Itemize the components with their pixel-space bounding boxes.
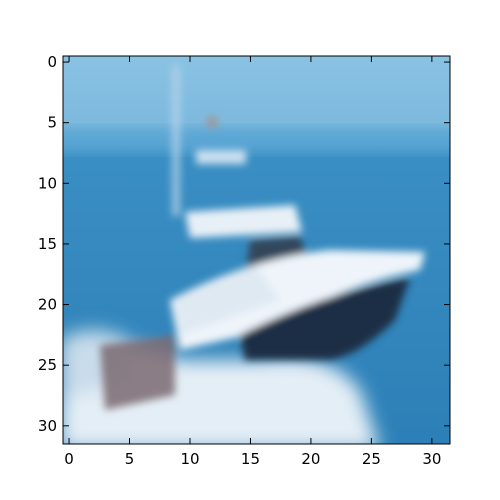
boat-mast (172, 66, 246, 216)
y-tick-label: 10 (38, 174, 57, 192)
y-tick-label: 20 (38, 296, 57, 314)
ticks: 0 5 10 15 20 25 30 0 5 10 15 20 25 30 (38, 53, 450, 468)
y-tick-label: 0 (47, 53, 57, 71)
axes-frame (62, 55, 451, 445)
x-tick-label: 30 (422, 450, 441, 468)
y-tick-label: 5 (47, 114, 57, 132)
x-tick-label: 0 (64, 450, 74, 468)
x-tick-label: 15 (241, 450, 260, 468)
x-tick-label: 5 (125, 450, 135, 468)
x-tick-label: 20 (301, 450, 320, 468)
x-tick-label: 10 (180, 450, 199, 468)
y-tick-label: 25 (38, 356, 57, 374)
boat (100, 205, 425, 410)
y-tick-label: 30 (38, 417, 57, 435)
y-tick-label: 15 (38, 235, 57, 253)
photo (63, 56, 450, 444)
x-tick-label: 25 (362, 450, 381, 468)
